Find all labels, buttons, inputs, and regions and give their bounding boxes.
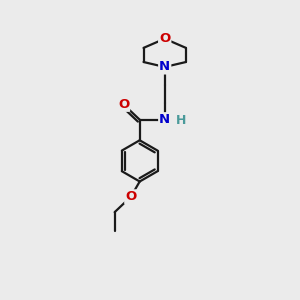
Text: O: O <box>125 190 136 203</box>
Text: H: H <box>176 114 186 127</box>
Text: N: N <box>159 113 170 126</box>
Text: O: O <box>159 32 170 45</box>
Text: O: O <box>118 98 129 111</box>
Text: N: N <box>159 61 170 74</box>
